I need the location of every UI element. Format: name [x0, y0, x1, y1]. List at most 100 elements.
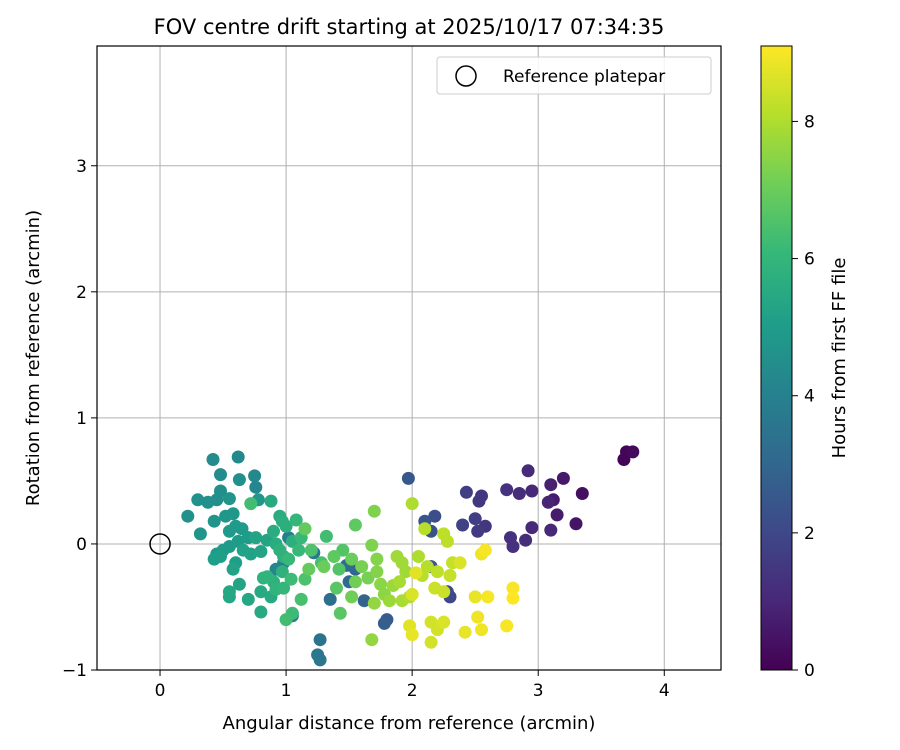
data-point: [214, 550, 227, 563]
data-point: [279, 519, 293, 533]
data-point: [232, 577, 246, 591]
legend-open-circle-icon: [455, 65, 477, 87]
data-point: [367, 596, 381, 610]
x-axis-ticks: 0 1 2 3 4: [155, 670, 670, 701]
data-point: [222, 524, 236, 538]
data-points: [181, 445, 640, 667]
data-point: [405, 497, 419, 511]
data-point: [424, 635, 438, 649]
data-point: [327, 550, 341, 563]
data-point: [478, 543, 492, 557]
data-point: [440, 534, 454, 548]
data-point: [472, 494, 486, 508]
data-point: [383, 594, 396, 608]
x-tick-label: 0: [155, 681, 166, 701]
data-point: [256, 571, 270, 585]
plot-frame: [96, 45, 722, 671]
y-axis-label: Rotation from reference (arcmin): [23, 210, 44, 506]
data-point: [471, 610, 485, 624]
data-point: [471, 524, 485, 538]
data-point: [412, 550, 425, 563]
data-point: [525, 521, 539, 535]
data-point: [370, 565, 384, 579]
data-point: [254, 605, 268, 619]
data-point: [459, 485, 473, 499]
colorbar-ticks: 0 2 4 6 8: [792, 112, 815, 681]
data-point: [264, 494, 278, 508]
data-point: [206, 453, 220, 466]
y-tick-label: 0: [76, 535, 87, 555]
data-point: [569, 517, 583, 531]
data-point: [475, 623, 488, 637]
data-point: [319, 529, 333, 543]
data-point: [201, 495, 215, 509]
data-point: [317, 560, 331, 574]
data-point: [277, 581, 291, 595]
data-point: [468, 512, 482, 526]
data-point: [405, 587, 419, 601]
data-point: [275, 565, 289, 579]
colorbar-tick-label: 8: [804, 112, 815, 132]
data-point: [519, 533, 533, 547]
data-point: [279, 613, 293, 627]
data-point: [244, 547, 258, 561]
data-point: [191, 493, 205, 507]
colorbar: 0 2 4 6 8 Hours from first FF file: [760, 45, 850, 681]
legend-box: [436, 56, 712, 95]
data-point: [443, 569, 457, 582]
data-point: [248, 469, 262, 483]
data-point: [345, 590, 359, 604]
data-point: [626, 445, 640, 459]
data-point: [330, 581, 343, 595]
colorbar-tick-label: 4: [804, 387, 815, 407]
data-point: [525, 484, 539, 498]
legend-entry-label: Reference platepar: [503, 67, 665, 87]
data-point: [541, 495, 555, 509]
data-point: [409, 566, 423, 580]
x-tick-label: 1: [281, 681, 292, 701]
data-point: [575, 487, 589, 500]
y-tick-label: 1: [76, 409, 87, 429]
data-point: [420, 560, 434, 574]
data-point: [500, 483, 514, 497]
data-point: [481, 590, 495, 604]
y-tick-label: 3: [76, 157, 87, 177]
data-point: [393, 575, 406, 589]
colorbar-tick-label: 6: [804, 250, 815, 270]
data-point: [226, 562, 240, 576]
x-tick-label: 3: [533, 681, 544, 701]
data-point: [544, 523, 558, 537]
data-point: [544, 478, 558, 492]
data-point: [282, 552, 296, 566]
data-point: [521, 464, 535, 478]
x-tick-label: 4: [659, 681, 670, 701]
chart-title: FOV centre drift starting at 2025/10/17 …: [154, 15, 665, 39]
data-point: [506, 581, 520, 595]
data-point: [226, 507, 240, 521]
data-point: [207, 514, 221, 528]
x-tick-label: 2: [407, 681, 418, 701]
data-point: [289, 513, 303, 527]
y-tick-label: −1: [62, 661, 87, 681]
data-point: [418, 522, 432, 536]
data-point: [284, 572, 298, 586]
data-point: [550, 508, 564, 522]
colorbar-label: Hours from first FF file: [829, 258, 850, 459]
data-point: [214, 468, 227, 482]
data-point: [241, 592, 255, 606]
data-point: [556, 471, 570, 485]
data-point: [506, 591, 520, 605]
data-point: [428, 581, 442, 595]
data-point: [506, 540, 520, 553]
data-point: [500, 619, 514, 633]
data-point: [181, 509, 195, 523]
legend: Reference platepar: [436, 56, 712, 95]
data-point: [232, 473, 246, 487]
data-point: [405, 628, 419, 642]
data-point: [333, 606, 347, 620]
data-point: [453, 556, 467, 570]
y-axis-ticks: −1 0 1 2 3: [62, 157, 97, 681]
data-point: [244, 497, 258, 511]
data-point: [249, 480, 263, 494]
